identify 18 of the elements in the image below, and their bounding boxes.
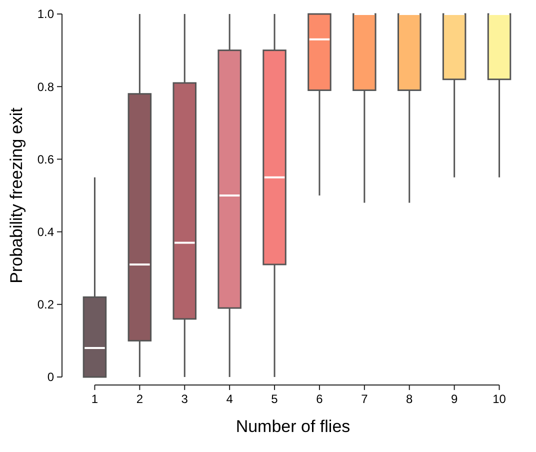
x-tick-label: 8 (406, 392, 414, 406)
x-tick-label: 9 (450, 392, 458, 406)
x-axis-title: Number of flies (236, 417, 350, 436)
x-tick-label: 5 (271, 392, 278, 406)
x-tick-label: 1 (91, 392, 98, 406)
x-tick-label: 7 (361, 392, 368, 406)
x-tick-label: 4 (226, 392, 234, 406)
y-axis-title: Probability freezing exit (7, 107, 26, 284)
y-tick-label: 0.6 (37, 152, 54, 166)
x-tick-label: 6 (316, 392, 324, 406)
x-tick-label: 10 (492, 392, 506, 406)
y-tick-label: 0.4 (37, 225, 54, 239)
y-tick-label: 0.2 (37, 298, 54, 312)
x-tick-label: 2 (136, 392, 144, 406)
y-tick-label: 0 (47, 370, 54, 384)
x-tick-label: 3 (181, 392, 188, 406)
y-tick-label: 0.8 (37, 80, 54, 94)
y-tick-label: 1.0 (37, 7, 54, 22)
